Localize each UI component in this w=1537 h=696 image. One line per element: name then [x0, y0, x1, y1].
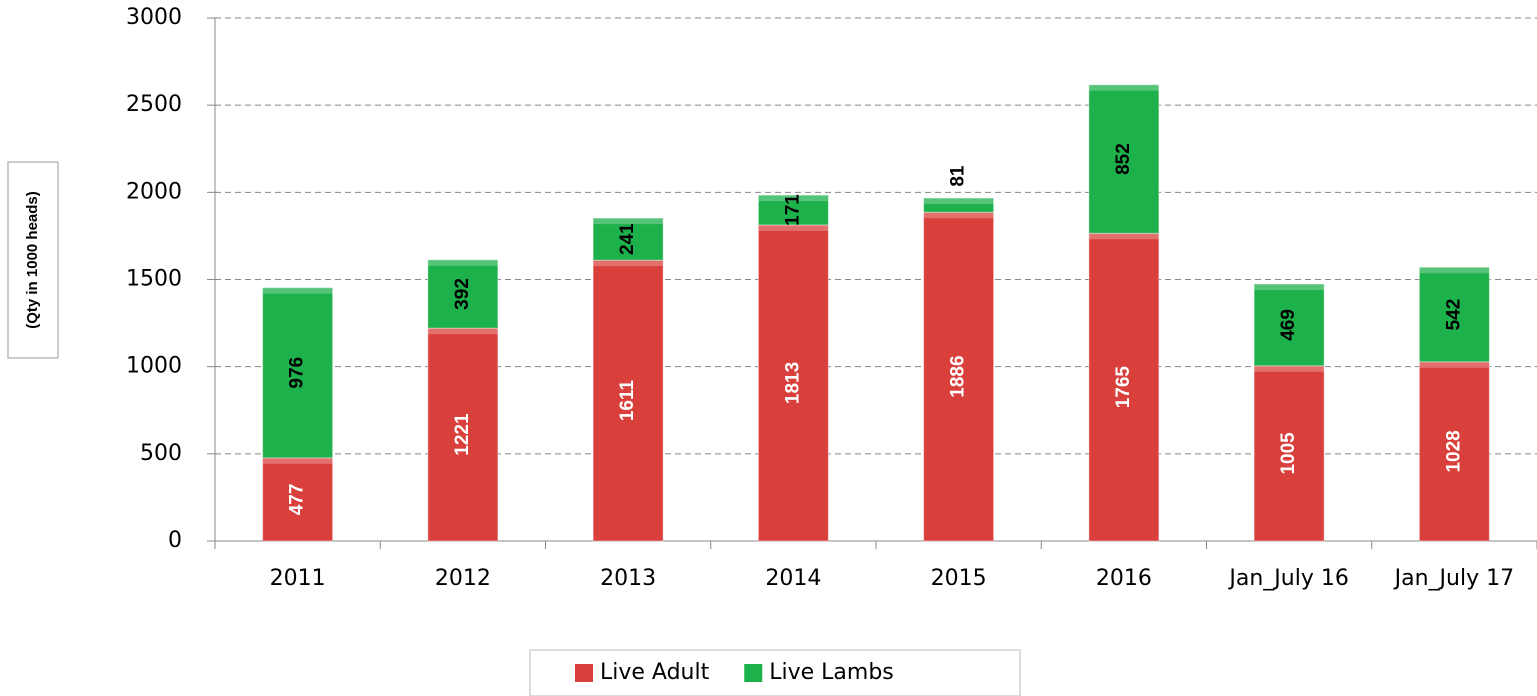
- value-label: 171: [782, 194, 803, 226]
- y-tick-label: 2000: [126, 179, 182, 204]
- y-tick-label: 1500: [126, 267, 182, 292]
- value-label: 1611: [617, 380, 638, 422]
- bar-highlight: [1419, 361, 1490, 368]
- value-label: 1221: [452, 413, 473, 456]
- x-tick-label: 2013: [600, 566, 657, 591]
- value-label: 392: [452, 278, 473, 310]
- bar-segment: [1253, 283, 1325, 367]
- y-tick-label: 3000: [126, 5, 182, 30]
- value-label: 81: [948, 165, 969, 187]
- y-axis-label: (Qty in 1000 heads): [24, 191, 41, 329]
- bar-highlight: [427, 259, 498, 266]
- value-label: 1028: [1443, 430, 1464, 472]
- value-label: 1813: [782, 362, 803, 404]
- value-label: 1886: [948, 355, 969, 397]
- bar-highlight: [593, 218, 664, 225]
- value-label: 477: [287, 484, 308, 516]
- value-label: 852: [1113, 143, 1134, 175]
- y-tick-label: 0: [168, 528, 182, 553]
- bar-segment: [427, 259, 499, 329]
- bar-highlight: [1254, 284, 1325, 291]
- x-tick-label: 2016: [1095, 566, 1152, 591]
- y-tick-label: 1000: [126, 354, 182, 379]
- legend-swatch: [744, 664, 763, 682]
- bar-segment: [592, 259, 664, 542]
- bar-highlight: [1088, 233, 1159, 240]
- bar-segment: [262, 287, 334, 459]
- legend-box: [529, 649, 1021, 696]
- bar-segment: [592, 217, 664, 261]
- value-label: 1005: [1278, 432, 1299, 475]
- value-label: 241: [617, 223, 638, 255]
- x-tick-label: Jan_July 16: [1229, 566, 1349, 591]
- bar-highlight: [758, 195, 829, 202]
- bar-segment: [1253, 365, 1325, 542]
- bar-highlight: [923, 212, 994, 219]
- bar-segment: [427, 327, 499, 542]
- bar-highlight: [923, 198, 994, 205]
- x-tick-label: 2011: [269, 566, 326, 591]
- bar-highlight: [1419, 267, 1490, 274]
- x-tick-label: 2014: [765, 566, 822, 591]
- x-tick-label: 2012: [434, 566, 491, 591]
- value-label: 1765: [1113, 366, 1134, 409]
- value-label: 976: [287, 357, 308, 389]
- bar-highlight: [262, 457, 333, 464]
- legend-swatch: [575, 664, 593, 682]
- bar-segment: [1418, 361, 1490, 542]
- bar-segment: [1088, 232, 1160, 542]
- bar-segment: [923, 211, 995, 542]
- bar-highlight: [427, 328, 498, 335]
- y-tick-label: 500: [140, 441, 182, 466]
- legend-label: Live Lambs: [769, 660, 894, 685]
- bar-highlight: [262, 287, 333, 294]
- bar-highlight: [593, 260, 664, 267]
- bar-segment: [262, 457, 334, 542]
- x-tick-label: 2015: [930, 566, 987, 591]
- bar-segment: [757, 194, 829, 226]
- bar-segment: [1088, 84, 1160, 234]
- bar-highlight: [1254, 365, 1325, 372]
- y-tick-label: 2500: [126, 92, 182, 117]
- value-label: 469: [1278, 309, 1299, 341]
- bar-segment: [1418, 266, 1490, 363]
- y-label-box: [7, 161, 59, 359]
- bar-segment: [923, 197, 995, 213]
- x-tick-label: Jan_July 17: [1394, 566, 1515, 591]
- bar-segment: [757, 224, 829, 542]
- legend-label: Live Adult: [600, 660, 710, 685]
- bar-highlight: [758, 224, 829, 231]
- value-label: 542: [1443, 299, 1464, 331]
- bar-highlight: [1088, 84, 1159, 91]
